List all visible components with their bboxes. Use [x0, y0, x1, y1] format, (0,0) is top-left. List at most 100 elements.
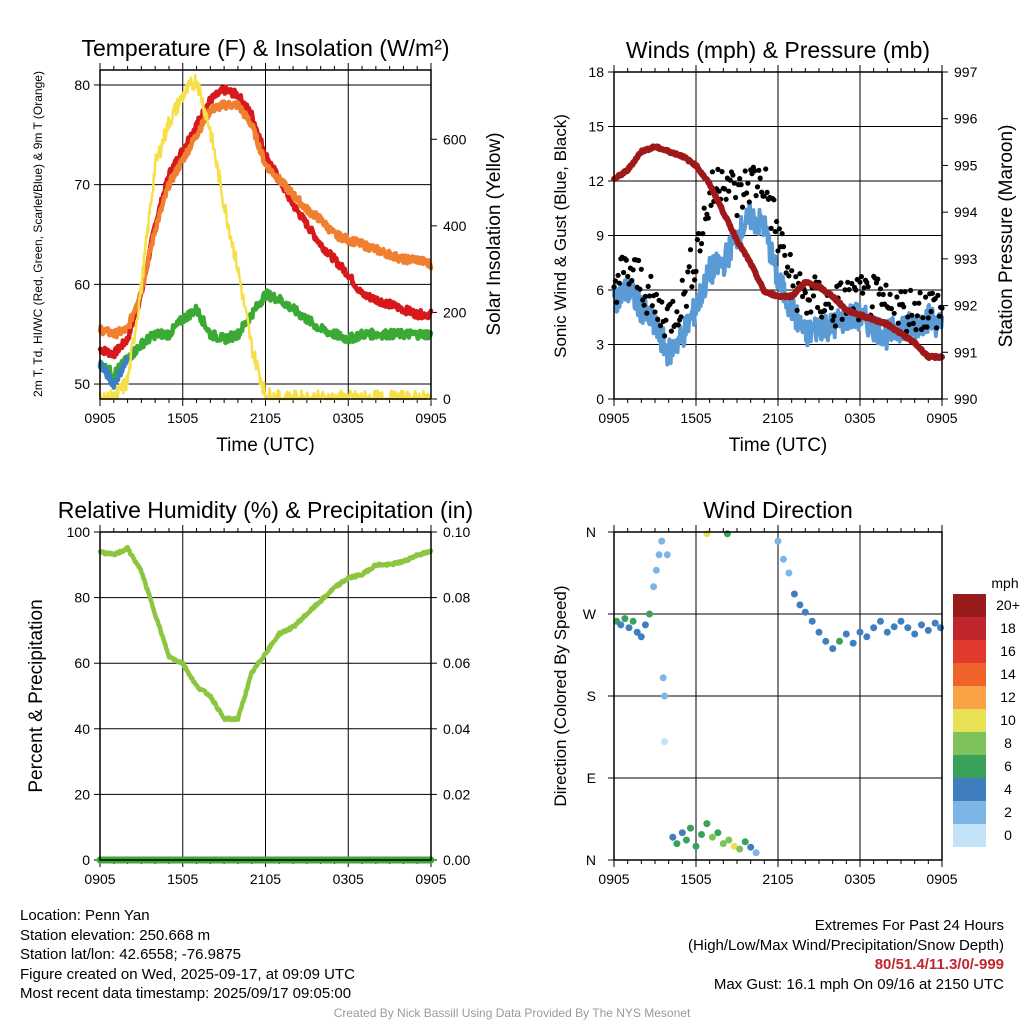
direction-point [719, 840, 727, 848]
credit-footer: Created By Nick Bassill Using Data Provi… [333, 1006, 691, 1020]
y-tick-label: 70 [74, 177, 90, 193]
chart-title: Winds (mph) & Pressure (mb) [626, 37, 930, 63]
y2-tick-label: 0.06 [443, 655, 470, 671]
direction-point [904, 624, 912, 632]
y2-tick-label: 0.08 [443, 590, 470, 606]
gust-point [902, 289, 908, 295]
y-axis-label: 2m T, Td, HI/WC (Red, Green, Scarlet/Blu… [31, 71, 45, 397]
gust-point [726, 188, 732, 194]
gust-point [842, 287, 848, 293]
legend-label: 14 [1000, 666, 1016, 682]
direction-point [692, 842, 700, 850]
gust-point [734, 212, 740, 219]
gust-point [905, 314, 911, 320]
direction-point [918, 621, 925, 629]
direction-point [730, 842, 738, 850]
y-tick-label: 60 [74, 276, 90, 292]
gust-point [800, 293, 806, 300]
gust-point [727, 177, 733, 183]
gust-point [913, 327, 919, 333]
direction-point [659, 674, 667, 682]
gust-point [742, 168, 748, 174]
chart-panel-1: Temperature (F) & Insolation (W/m²) 0905 1… [31, 35, 505, 456]
legend-label: 8 [1004, 735, 1012, 751]
direction-point [937, 624, 945, 632]
gust-point [752, 168, 758, 174]
legend-label: 4 [1004, 781, 1012, 797]
gust-point [663, 317, 669, 323]
gust-point [630, 267, 636, 273]
y-tick-label: 20 [74, 786, 90, 802]
x-tick-label: 0905 [598, 410, 629, 426]
gust-point [901, 304, 907, 310]
gust-point [753, 193, 759, 199]
gust-point [786, 273, 792, 279]
gust-point [925, 315, 931, 321]
gust-point [709, 169, 716, 175]
y-axis-label: Percent & Precipitation [26, 599, 47, 792]
gust-point [731, 180, 737, 186]
direction-point [736, 845, 744, 853]
gust-point [806, 297, 813, 303]
direction-point [849, 639, 857, 647]
gust-point [917, 290, 923, 296]
gust-point [744, 190, 750, 196]
legend-label: 0 [1004, 827, 1012, 843]
gust-point [687, 247, 694, 253]
station-location: Location: Penn Yan [20, 907, 150, 924]
gust-point [785, 264, 791, 270]
gust-point [923, 294, 929, 300]
y-tick-label: 80 [74, 77, 90, 93]
gust-point [674, 309, 680, 315]
direction-point [780, 555, 787, 563]
y2-tick-label: 0 [443, 391, 451, 407]
gust-point [894, 294, 900, 300]
direction-point [687, 824, 694, 832]
legend-swatch [953, 778, 986, 801]
gust-point [772, 229, 778, 235]
gust-point [789, 268, 795, 274]
gust-point [861, 285, 867, 291]
legend-swatch [953, 663, 986, 686]
speed-legend: mph 20+ 18 16 14 12 10 8 6 4 2 0 [953, 575, 1020, 847]
x-tick-label: 2105 [762, 410, 793, 426]
gust-point [891, 310, 897, 316]
direction-point [741, 838, 749, 846]
series-9m-t [97, 99, 434, 340]
y2-tick-label: 0.02 [443, 786, 470, 802]
direction-point [661, 692, 669, 700]
direction-point [678, 829, 686, 837]
gust-point [668, 328, 675, 334]
extremes-values: 80/51.4/11.3/0/-999 [874, 956, 1004, 973]
legend-swatch [953, 640, 986, 663]
x-tick-label: 2105 [762, 871, 793, 887]
legend-swatch [953, 594, 986, 617]
direction-point [658, 537, 666, 545]
direction-point [650, 583, 658, 591]
direction-point [897, 617, 905, 625]
plot-border [99, 69, 432, 400]
figure-created: Figure created on Wed, 2025-09-17, at 09… [20, 965, 355, 983]
gust-point [929, 290, 936, 296]
series-relative-humidity [97, 544, 434, 723]
gust-point [920, 315, 926, 321]
gust-point [686, 264, 692, 270]
x-tick-label: 0305 [844, 871, 875, 887]
direction-point [842, 630, 850, 638]
direction-point [698, 831, 705, 838]
direction-point [629, 617, 637, 625]
gust-point [846, 287, 852, 293]
max-gust: Max Gust: 16.1 mph On 09/16 at 2150 UTC [713, 975, 1004, 993]
legend-swatch [953, 801, 986, 824]
gust-point [629, 277, 635, 284]
y-tick-label: E [587, 770, 596, 786]
direction-point [669, 833, 677, 841]
station-elevation: Station elevation: 250.668 m [20, 926, 211, 944]
gust-point [858, 274, 865, 280]
gust-point [644, 310, 650, 316]
gust-point [790, 283, 796, 289]
direction-point [641, 621, 649, 629]
gust-point [838, 280, 844, 286]
gust-point [793, 274, 799, 280]
gust-point [722, 186, 728, 192]
